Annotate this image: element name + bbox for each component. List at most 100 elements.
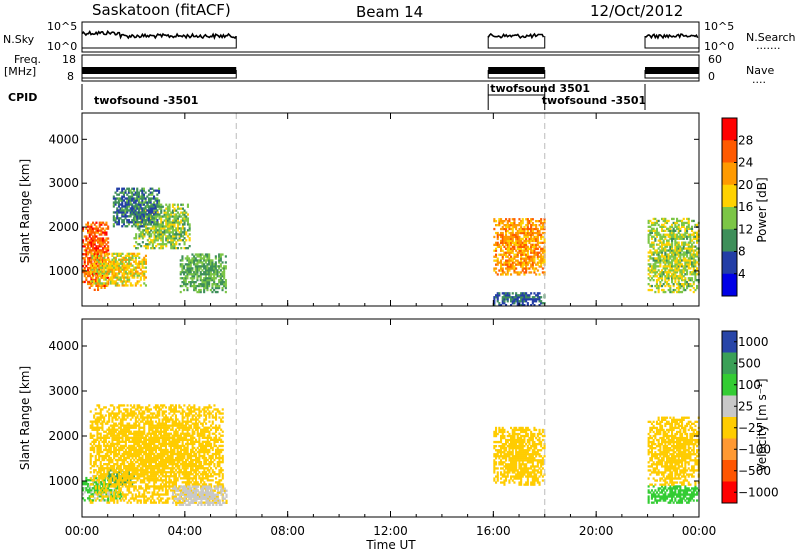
heatmap-cell	[118, 491, 120, 493]
heatmap-cell	[128, 223, 130, 225]
heatmap-cell	[215, 255, 217, 257]
heatmap-cell	[108, 253, 110, 255]
heatmap-cell	[648, 242, 650, 244]
heatmap-cell	[508, 262, 510, 264]
heatmap-cell	[140, 223, 142, 225]
heatmap-cell	[95, 235, 97, 237]
heatmap-cell	[103, 443, 105, 445]
heatmap-cell	[656, 222, 658, 224]
heatmap-cell	[118, 451, 120, 453]
heatmap-cell	[225, 281, 227, 283]
heatmap-cell	[527, 302, 529, 304]
heatmap-cell	[118, 201, 120, 203]
heatmap-cell	[158, 439, 160, 441]
heatmap-cell	[141, 199, 143, 201]
heatmap-cell	[133, 489, 135, 491]
heatmap-cell	[135, 481, 137, 483]
heatmap-cell	[218, 267, 220, 269]
heatmap-cell	[115, 431, 117, 433]
heatmap-cell	[133, 245, 135, 247]
heatmap-cell	[85, 228, 87, 230]
heatmap-cell	[128, 499, 130, 501]
heatmap-cell	[108, 441, 110, 443]
heatmap-cell	[694, 289, 696, 291]
heatmap-cell	[106, 274, 108, 276]
heatmap-cell	[127, 274, 129, 276]
heatmap-cell	[123, 499, 125, 501]
heatmap-cell	[162, 239, 164, 241]
heatmap-cell	[158, 441, 160, 443]
heatmap-cell	[186, 287, 188, 289]
heatmap-cell	[98, 441, 100, 443]
heatmap-cell	[85, 477, 87, 479]
heatmap-cell	[116, 207, 118, 209]
heatmap-cell	[143, 418, 145, 420]
heatmap-cell	[143, 479, 145, 481]
heatmap-cell	[100, 433, 102, 435]
heatmap-cell	[130, 201, 132, 203]
heatmap-cell	[127, 404, 129, 406]
heatmap-cell	[155, 449, 157, 451]
heatmap-cell	[120, 499, 122, 501]
heatmap-cell	[527, 254, 529, 256]
heatmap-cell	[164, 210, 166, 212]
heatmap-cell	[137, 471, 139, 473]
heatmap-cell	[103, 471, 105, 473]
heatmap-cell	[123, 404, 125, 406]
heatmap-cell	[137, 223, 139, 225]
heatmap-cell	[211, 259, 213, 261]
heatmap-cell	[681, 263, 683, 265]
heatmap-cell	[110, 491, 112, 493]
heatmap-cell	[225, 287, 227, 289]
heatmap-cell	[505, 232, 507, 234]
heatmap-cell	[696, 242, 698, 244]
heatmap-cell	[106, 473, 108, 475]
heatmap-cell	[84, 267, 86, 269]
heatmap-cell	[133, 223, 135, 225]
heatmap-cell	[106, 443, 108, 445]
heatmap-cell	[515, 228, 517, 230]
heatmap-cell	[100, 445, 102, 447]
heatmap-cell	[158, 192, 160, 194]
heatmap-cell	[98, 453, 100, 455]
heatmap-cell	[90, 471, 92, 473]
heatmap-cell	[95, 475, 97, 477]
heatmap-cell	[535, 300, 537, 302]
heatmap-cell	[140, 269, 142, 271]
heatmap-cell	[106, 284, 108, 286]
heatmap-cell	[217, 273, 219, 275]
heatmap-cell	[676, 222, 678, 224]
heatmap-cell	[96, 439, 98, 441]
heatmap-cell	[111, 459, 113, 461]
heatmap-cell	[539, 298, 541, 300]
heatmap-cell	[100, 261, 102, 263]
heatmap-cell	[128, 479, 130, 481]
heatmap-cell	[654, 218, 656, 220]
heatmap-cell	[184, 227, 186, 229]
heatmap-cell	[148, 497, 150, 499]
heatmap-cell	[659, 265, 661, 267]
heatmap-cell	[522, 238, 524, 240]
heatmap-cell	[116, 282, 118, 284]
heatmap-cell	[187, 219, 189, 221]
heatmap-cell	[542, 236, 544, 238]
heatmap-cell	[101, 451, 103, 453]
heatmap-cell	[169, 233, 171, 235]
heatmap-cell	[180, 291, 182, 293]
heatmap-cell	[105, 406, 107, 408]
heatmap-cell	[101, 429, 103, 431]
heatmap-cell	[513, 218, 515, 220]
heatmap-cell	[495, 271, 497, 273]
colorbar-swatch	[722, 185, 737, 208]
heatmap-cell	[688, 218, 690, 220]
heatmap-cell	[103, 485, 105, 487]
heatmap-cell	[203, 289, 205, 291]
heatmap-cell	[127, 408, 129, 410]
heatmap-cell	[113, 408, 115, 410]
heatmap-cell	[532, 222, 534, 224]
heatmap-cell	[500, 260, 502, 262]
heatmap-cell	[140, 453, 142, 455]
heatmap-cell	[100, 257, 102, 259]
heatmap-cell	[130, 215, 132, 217]
heatmap-cell	[498, 294, 500, 296]
